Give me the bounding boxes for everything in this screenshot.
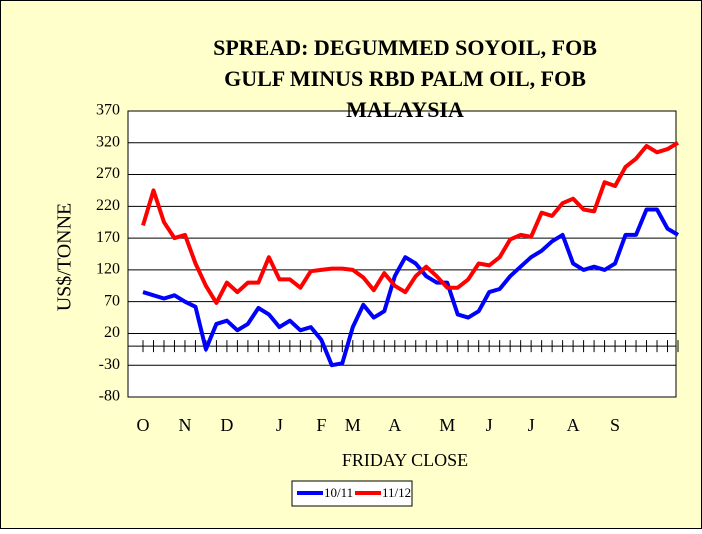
y-tick-label: 320 — [96, 133, 120, 150]
x-tick-label: J — [528, 415, 535, 435]
y-tick-label: -30 — [99, 356, 120, 373]
y-tick-label: 70 — [104, 292, 120, 309]
y-tick-label: -80 — [99, 388, 120, 405]
legend-label: 11/12 — [382, 485, 411, 500]
chart-title: SPREAD: DEGUMMED SOYOIL, FOB — [213, 35, 597, 60]
x-tick-label: A — [567, 415, 580, 435]
x-tick-label: A — [388, 415, 401, 435]
series-line — [142, 207, 680, 368]
y-tick-label: 220 — [96, 197, 120, 214]
y-tick-label: 370 — [96, 102, 120, 119]
chart-title: GULF MINUS RBD PALM OIL, FOB — [224, 66, 586, 91]
y-axis-label: US$/TONNE — [54, 203, 76, 312]
x-tick-label: J — [276, 415, 283, 435]
y-tick-label: 20 — [104, 324, 120, 341]
x-tick-label: S — [610, 415, 620, 435]
y-tick-label: 270 — [96, 165, 120, 182]
x-tick-label: N — [178, 415, 191, 435]
plot-area — [127, 110, 677, 398]
y-tick-label: 170 — [96, 229, 120, 246]
x-tick-label: F — [316, 415, 326, 435]
x-tick-label: D — [220, 415, 233, 435]
x-tick-label: O — [137, 415, 150, 435]
x-tick-label: M — [345, 415, 361, 435]
chart-title: MALAYSIA — [346, 97, 464, 122]
series-line — [141, 141, 680, 305]
x-tick-label: M — [439, 415, 455, 435]
x-tick-label: J — [486, 415, 493, 435]
y-tick-label: 120 — [96, 261, 120, 278]
legend-label: 10/11 — [324, 485, 353, 500]
x-axis-label: FRIDAY CLOSE — [342, 450, 468, 470]
